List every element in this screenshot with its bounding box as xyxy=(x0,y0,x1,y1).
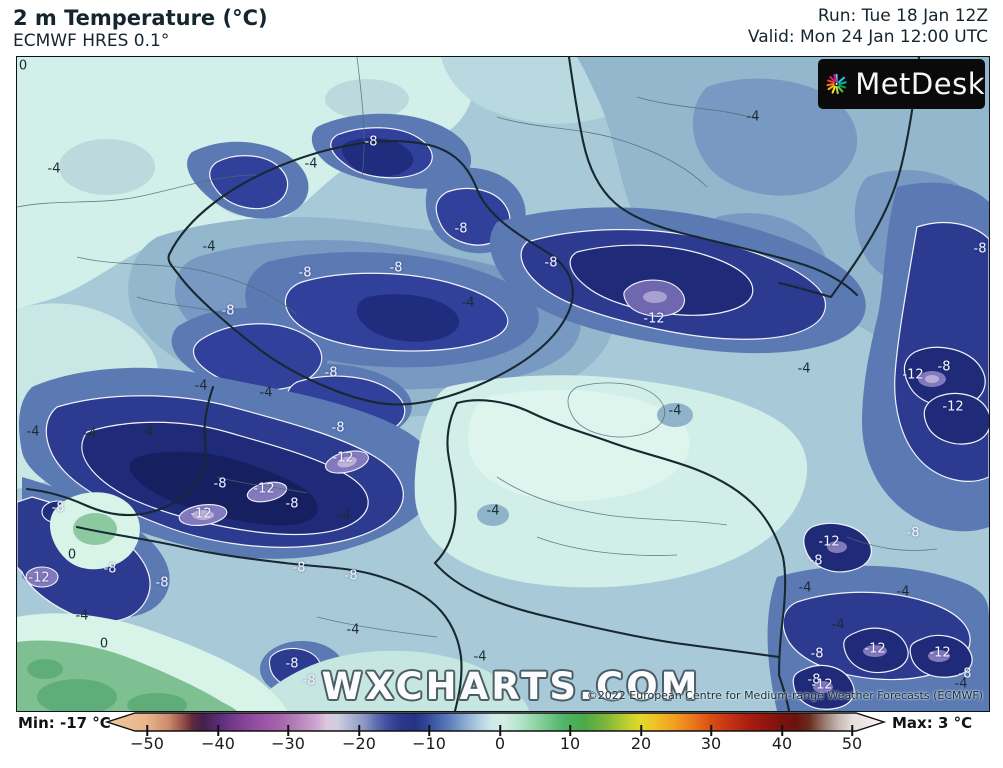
legend-tick-mark xyxy=(710,725,712,736)
legend-tick-mark xyxy=(569,725,571,736)
legend-colorbar xyxy=(104,712,887,732)
temperature-legend: Min: -17 °C Max: 3 °C xyxy=(0,706,1003,768)
attribution-text: ©2022 European Centre for Medium-range W… xyxy=(586,689,983,702)
legend-tick-value: 40 xyxy=(771,734,793,753)
temperature-map: 0 -4 -8 -4 -4 -8 -4 -8 -8 -8 -4 -8 -12 -8 -8 -12 -8 -4 -4-… xyxy=(16,56,990,712)
watermark: WXCHARTS.COM xyxy=(321,665,701,708)
legend-tick-value: −50 xyxy=(130,734,164,753)
legend-tick-value: −20 xyxy=(342,734,376,753)
legend-tick-mark xyxy=(851,725,853,736)
legend-tick-mark xyxy=(499,725,501,736)
legend-tick-value: 30 xyxy=(700,734,722,753)
legend-tick-value: −30 xyxy=(271,734,305,753)
legend-tick-mark xyxy=(428,725,430,736)
metdesk-logo: MetDesk xyxy=(818,59,985,109)
metdesk-logo-text: MetDesk xyxy=(855,67,985,101)
valid-time: Valid: Mon 24 Jan 12:00 UTC xyxy=(747,27,988,47)
legend-min-value: Min: -17 °C xyxy=(18,714,111,732)
legend-tick-value: −40 xyxy=(201,734,235,753)
legend-tick-value: 10 xyxy=(559,734,581,753)
legend-tick-mark xyxy=(358,725,360,736)
legend-tick-value: 20 xyxy=(630,734,652,753)
map-contours xyxy=(17,57,989,711)
legend-tick-mark xyxy=(146,725,148,736)
legend-tick-mark xyxy=(217,725,219,736)
run-time: Run: Tue 18 Jan 12Z xyxy=(817,6,988,26)
legend-tick-mark xyxy=(640,725,642,736)
legend-tick-value: 0 xyxy=(494,734,506,753)
legend-tick-mark xyxy=(287,725,289,736)
model-subtitle: ECMWF HRES 0.1° xyxy=(13,31,170,51)
legend-tick-value: −10 xyxy=(412,734,446,753)
legend-max-value: Max: 3 °C xyxy=(892,714,973,732)
page-title: 2 m Temperature (°C) xyxy=(13,6,268,30)
legend-tick-mark xyxy=(781,725,783,736)
starburst-icon xyxy=(826,73,847,95)
legend-tick-value: 50 xyxy=(841,734,863,753)
